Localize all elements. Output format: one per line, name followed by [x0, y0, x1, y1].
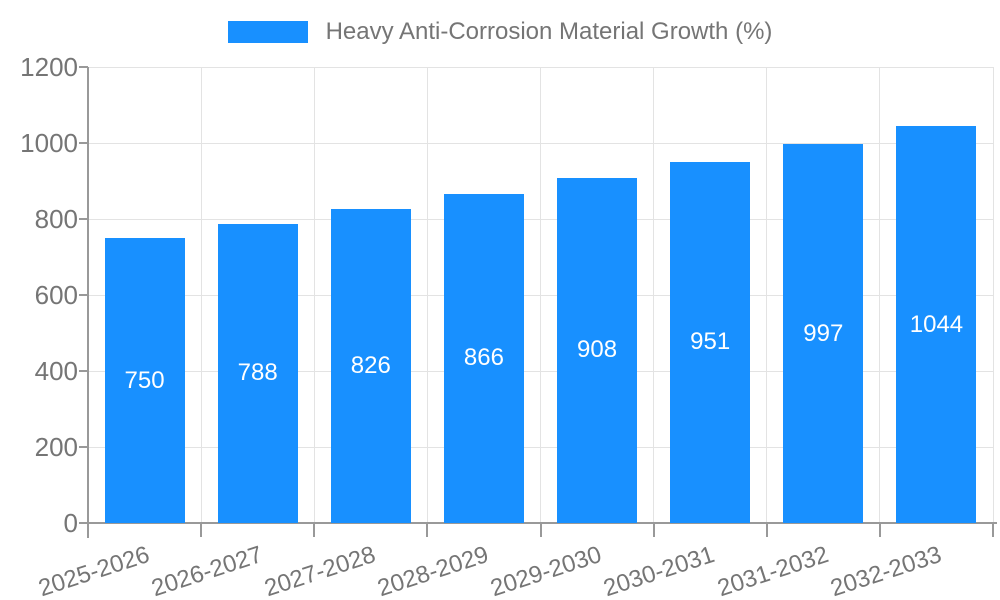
- y-tick-mark: [79, 522, 88, 524]
- bar: 750: [104, 238, 185, 523]
- y-tick-mark: [79, 218, 88, 220]
- x-tick-mark: [992, 523, 994, 537]
- bar: 951: [670, 161, 751, 523]
- bar-value-label: 908: [577, 336, 618, 364]
- y-tick-mark: [79, 294, 88, 296]
- x-tick-label: 2027-2028: [261, 541, 379, 600]
- legend-swatch-icon: [227, 21, 308, 43]
- y-tick-label: 200: [34, 432, 78, 462]
- y-tick-label: 1200: [20, 52, 78, 82]
- x-tick-label: 2026-2027: [148, 541, 266, 600]
- v-gridline: [879, 67, 881, 523]
- bar-value-label: 750: [124, 366, 165, 394]
- x-tick-label: 2032-2033: [826, 541, 945, 600]
- bar-value-label: 951: [690, 328, 731, 356]
- x-tick-label: 2025-2026: [35, 541, 153, 600]
- y-tick-label: 0: [63, 508, 78, 538]
- x-tick-mark: [200, 523, 203, 537]
- bar: 997: [783, 144, 864, 523]
- bar: 866: [443, 193, 524, 523]
- v-gridline: [313, 67, 315, 523]
- bar-value-label: 788: [237, 359, 278, 387]
- y-tick-label: 600: [34, 280, 78, 310]
- v-gridline: [540, 67, 541, 523]
- bar: 788: [217, 223, 298, 523]
- x-tick-mark: [426, 523, 429, 537]
- v-gridline: [992, 67, 994, 523]
- y-tick-mark: [79, 370, 88, 372]
- bar-value-label: 866: [463, 344, 504, 372]
- x-tick-mark: [765, 523, 768, 537]
- x-tick-label: 2029-2030: [487, 541, 606, 600]
- bar: 826: [330, 209, 411, 523]
- x-tick-mark: [878, 523, 881, 537]
- x-tick-label: 2028-2029: [374, 541, 492, 600]
- v-gridline: [766, 67, 768, 523]
- plot-area: 750 788 826 866 908 951 997 1044: [79, 66, 997, 538]
- bar-value-label: 826: [350, 352, 391, 380]
- legend-label: Heavy Anti-Corrosion Material Growth (%): [325, 18, 773, 45]
- bar: 1044: [896, 126, 977, 523]
- x-tick-mark: [313, 523, 316, 537]
- bar-value-label: 1044: [909, 310, 964, 338]
- x-tick-label: 2030-2031: [600, 541, 719, 600]
- x-tick-mark: [539, 523, 542, 537]
- y-tick-label: 400: [34, 356, 78, 386]
- x-tick-mark: [652, 523, 655, 537]
- y-tick-mark: [79, 66, 88, 68]
- y-tick-mark: [79, 446, 88, 448]
- y-tick-label: 800: [34, 204, 78, 234]
- x-axis-line: [86, 522, 997, 524]
- v-gridline: [200, 67, 202, 523]
- v-gridline: [426, 67, 428, 523]
- x-tick-label: 2031-2032: [713, 541, 832, 600]
- bar-value-label: 997: [803, 319, 844, 347]
- v-gridline: [653, 67, 655, 523]
- bar: 908: [557, 177, 638, 523]
- chart-legend: Heavy Anti-Corrosion Material Growth (%): [0, 16, 1000, 48]
- y-axis-line: [87, 67, 89, 538]
- y-tick-label: 1000: [20, 128, 78, 158]
- y-tick-mark: [79, 142, 88, 144]
